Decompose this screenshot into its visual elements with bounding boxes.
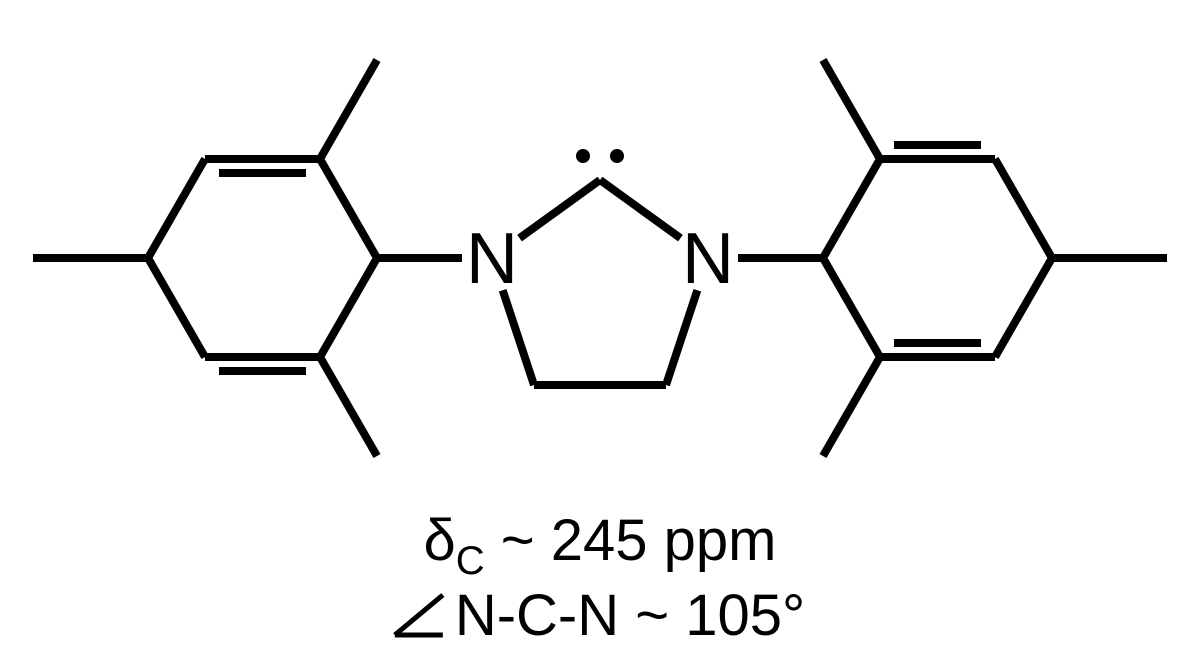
delta-symbol: δ [424,508,456,573]
bonds [33,60,1167,456]
bond [823,159,880,258]
atom-label-N: N [466,219,518,299]
bond [666,290,697,385]
annotation-angle: N-C-N ~ 105° [395,583,805,648]
lone-pair-dot [610,149,624,163]
bond [520,180,600,238]
bond [320,60,377,159]
delta-subscript: C [456,539,485,583]
shift-value: ~ 245 ppm [485,508,777,573]
annotations: δC ~ 245 ppm N-C-N ~ 105° [395,508,805,648]
atom-labels: NN [466,219,734,299]
bond [148,258,205,357]
bond [823,258,880,357]
bond [503,290,534,385]
bond [320,357,377,456]
atom-label-N: N [682,219,734,299]
bond [995,159,1052,258]
annotation-chemical-shift: δC ~ 245 ppm [424,508,777,583]
bond [148,159,205,258]
angle-icon [395,595,443,635]
bond [600,180,680,238]
bond [320,258,377,357]
bond [995,258,1052,357]
angle-value: N-C-N ~ 105° [455,583,805,648]
lone-pair-dot [576,149,590,163]
lone-pair [576,149,624,163]
bond [823,60,880,159]
bond [320,159,377,258]
bond [823,357,880,456]
molecule-diagram: NN δC ~ 245 ppm N-C-N ~ 105° [0,0,1200,665]
